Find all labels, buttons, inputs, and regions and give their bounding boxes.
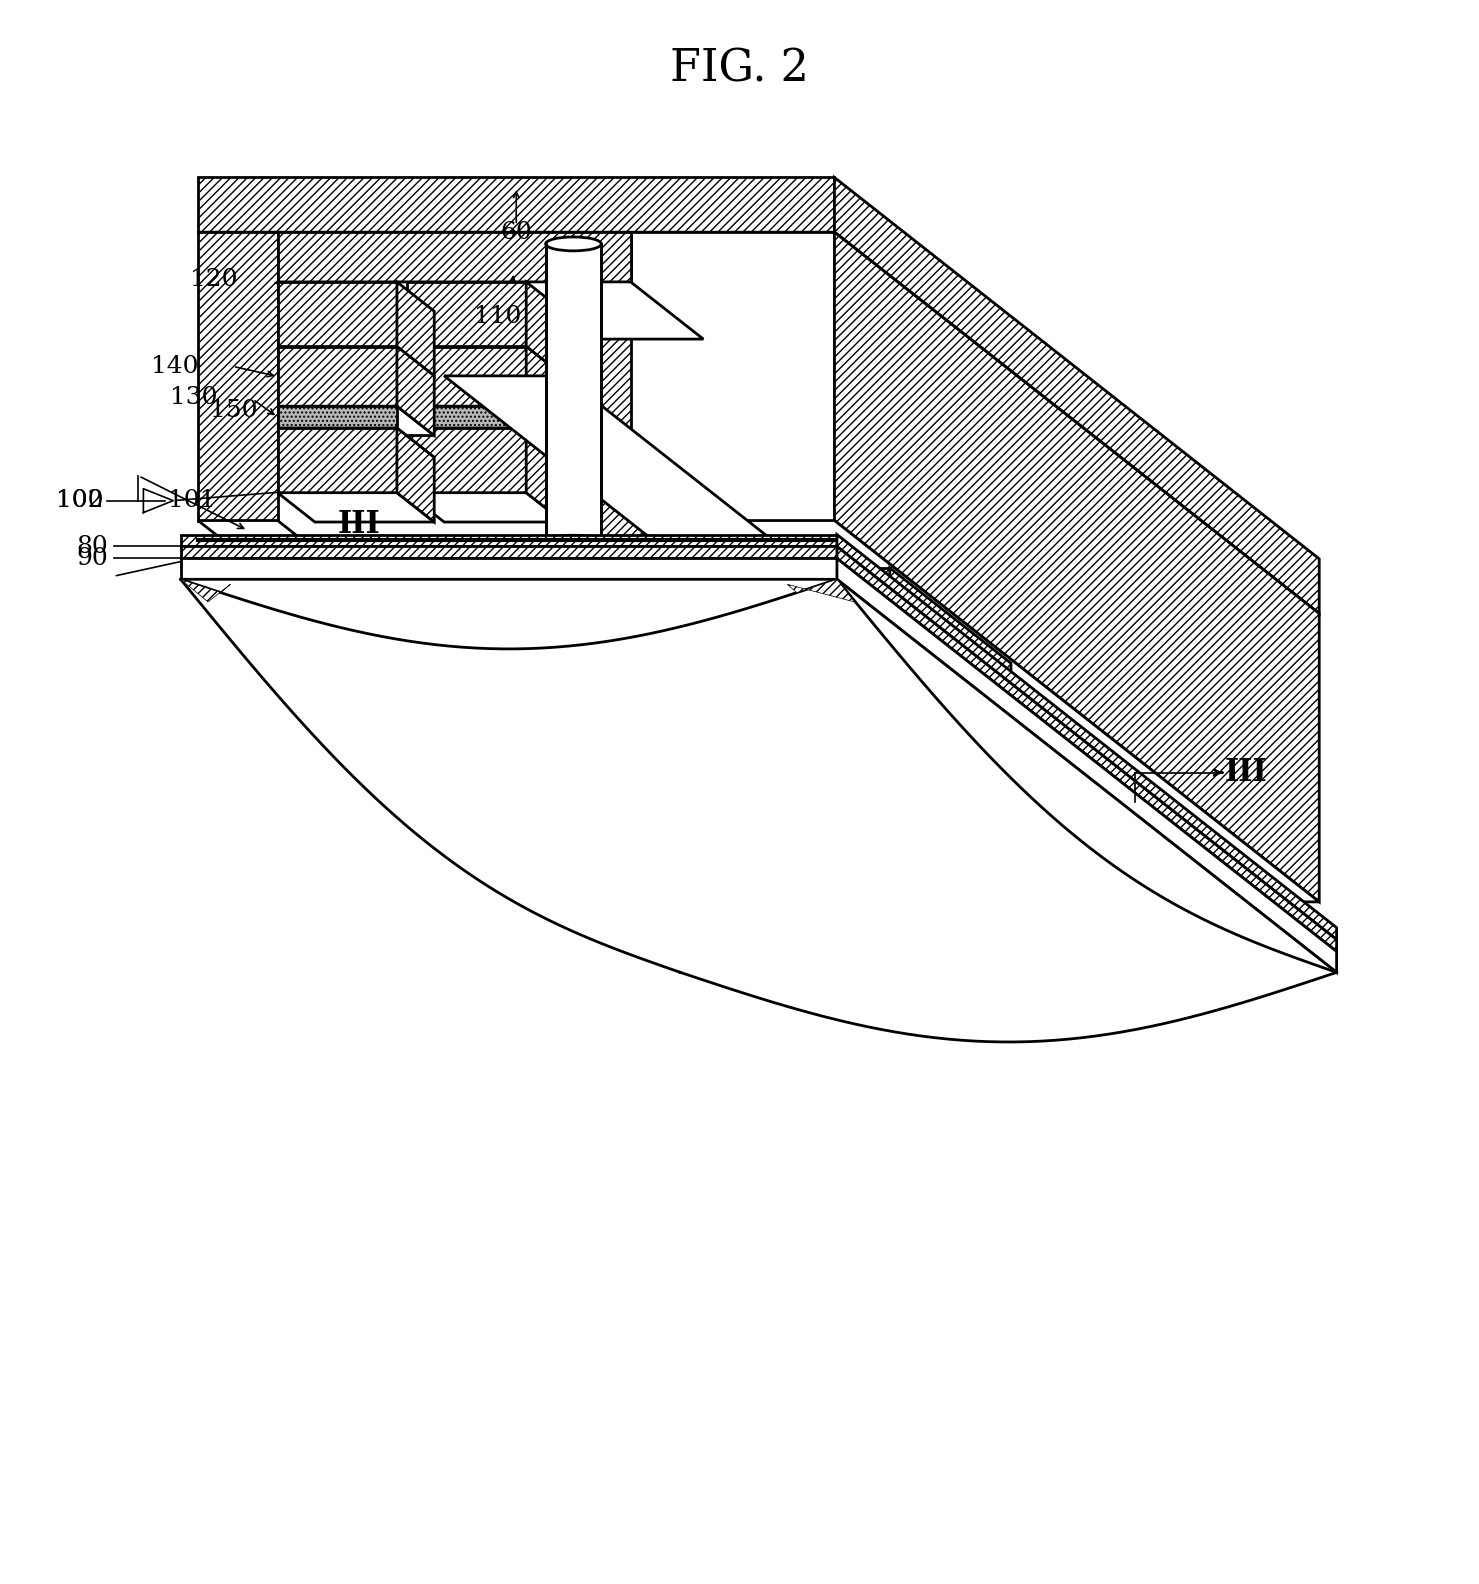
Polygon shape [396,428,435,523]
Polygon shape [837,546,1337,952]
Text: III: III [1225,757,1268,789]
Polygon shape [180,534,837,546]
Polygon shape [278,428,396,493]
Polygon shape [630,233,834,521]
Polygon shape [407,406,563,436]
Polygon shape [407,347,563,375]
Polygon shape [771,632,890,692]
Polygon shape [890,714,1012,874]
Text: 90: 90 [77,546,108,570]
Text: 100: 100 [56,489,104,512]
Polygon shape [407,282,527,347]
Polygon shape [180,580,1337,973]
Polygon shape [890,569,1012,729]
Polygon shape [527,428,563,523]
Polygon shape [180,580,231,602]
Text: III: III [337,510,380,540]
Polygon shape [407,493,563,523]
Polygon shape [771,714,1012,809]
Polygon shape [630,521,1319,901]
Polygon shape [198,233,1319,613]
Text: 150: 150 [210,399,257,423]
Polygon shape [278,347,396,406]
Text: 80: 80 [77,535,108,558]
Polygon shape [890,632,1012,787]
Text: 60: 60 [500,220,532,244]
Polygon shape [527,282,563,375]
Polygon shape [787,580,855,602]
Polygon shape [180,580,1337,1042]
Ellipse shape [546,238,602,250]
Polygon shape [198,177,834,233]
Text: 130: 130 [170,386,217,409]
Polygon shape [278,428,435,458]
Polygon shape [527,347,563,436]
Polygon shape [407,347,527,406]
Polygon shape [837,534,1337,939]
Text: FIG. 2: FIG. 2 [670,48,809,90]
Polygon shape [771,569,890,632]
Polygon shape [407,406,527,428]
Polygon shape [180,559,837,580]
Polygon shape [278,493,435,523]
Polygon shape [396,282,435,375]
Text: 120: 120 [191,268,238,291]
Polygon shape [278,282,396,347]
Polygon shape [407,428,527,493]
Text: 102: 102 [56,489,104,512]
Polygon shape [396,347,435,436]
Polygon shape [198,521,423,635]
Polygon shape [278,406,396,428]
Polygon shape [834,177,1319,613]
Polygon shape [444,375,890,632]
Polygon shape [278,347,435,375]
Polygon shape [771,692,1012,787]
Ellipse shape [546,535,602,550]
Polygon shape [771,632,1012,729]
Polygon shape [771,714,890,779]
Polygon shape [278,233,630,282]
Polygon shape [771,779,1012,874]
Polygon shape [198,233,278,521]
Text: 110: 110 [473,306,522,328]
Polygon shape [278,282,704,339]
Text: 101: 101 [169,489,216,512]
Polygon shape [407,428,563,458]
Text: 140: 140 [151,355,198,379]
Polygon shape [837,559,1337,973]
Polygon shape [180,546,837,559]
Polygon shape [278,406,435,436]
Polygon shape [771,692,890,714]
Polygon shape [546,244,602,542]
Polygon shape [834,233,1319,901]
